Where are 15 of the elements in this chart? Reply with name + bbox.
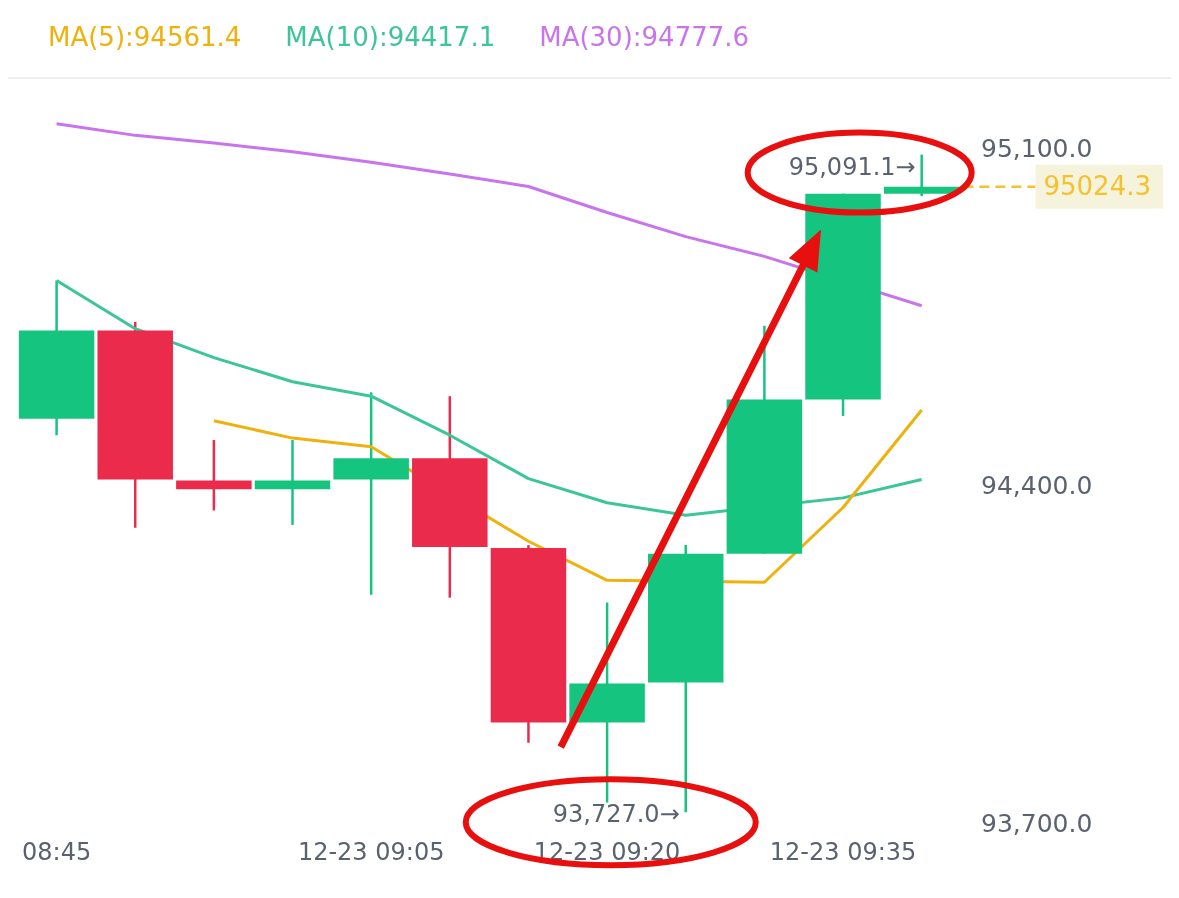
x-tick-label: 12-23 09:35	[769, 837, 917, 866]
y-tick-label: 95,100.0	[981, 133, 1093, 163]
y-tick-label: 93,700.0	[981, 808, 1093, 838]
text: MA(5):94561.4	[48, 22, 242, 52]
annotation: 93,727.0→	[552, 800, 680, 829]
text: MA(10):94417.1	[285, 22, 496, 52]
text: MA(30):94777.6	[539, 22, 750, 52]
x-tick-label: 12-23 09:05	[297, 837, 445, 866]
ref-line-label: 95024.3	[1043, 170, 1152, 201]
candlestick	[254, 438, 331, 527]
candlestick	[176, 438, 252, 512]
annotation: 95,091.1→	[788, 152, 916, 181]
y-tick-label: 94,400.0	[981, 471, 1093, 501]
x-tick-label: 08:45	[22, 837, 92, 866]
candlestick	[333, 391, 409, 597]
